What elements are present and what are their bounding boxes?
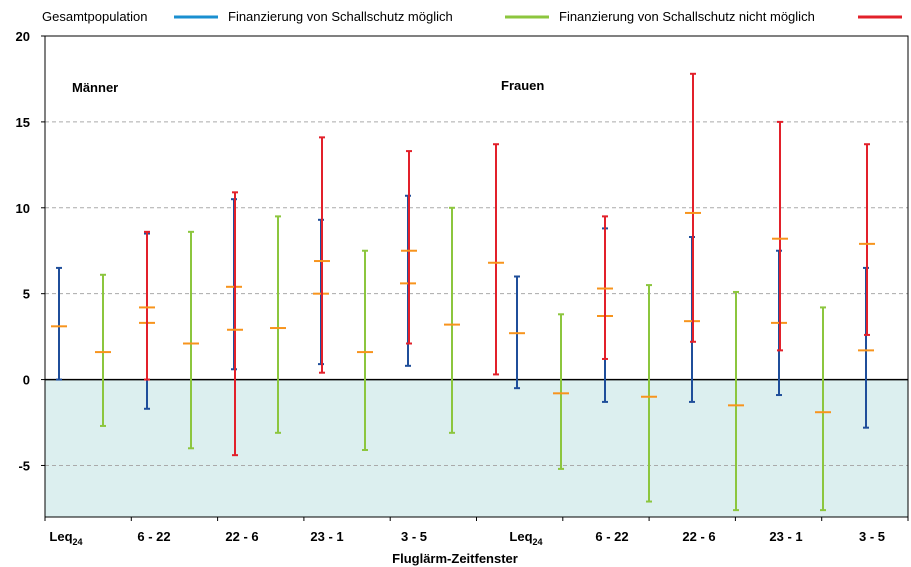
x-tick-label: 6 - 22 bbox=[137, 529, 170, 544]
negative-region-band bbox=[45, 379, 908, 517]
y-tick-label: 0 bbox=[23, 373, 30, 388]
errorbar-moeglich bbox=[553, 313, 569, 470]
group-label-men: Männer bbox=[72, 80, 118, 95]
errorbar-nicht-moeglich bbox=[772, 120, 788, 352]
x-axis-title: Fluglärm-Zeitfenster bbox=[392, 551, 518, 566]
y-axis-ticks: -5 0 5 10 15 20 bbox=[16, 29, 45, 473]
errorbar-nicht-moeglich bbox=[314, 136, 330, 374]
legend: Gesamtpopulation Finanzierung von Schall… bbox=[42, 9, 902, 24]
errorbar-nicht-moeglich bbox=[227, 191, 243, 457]
x-tick-label: 6 - 22 bbox=[595, 529, 628, 544]
errorbar-moeglich bbox=[95, 273, 111, 427]
x-tick-label: 23 - 1 bbox=[769, 529, 802, 544]
x-tick-label: Leq24 bbox=[49, 529, 82, 547]
gridlines bbox=[45, 121, 908, 466]
errorbar-gesamt bbox=[51, 266, 67, 381]
x-tick-label: 23 - 1 bbox=[310, 529, 343, 544]
legend-label-finanzierung-moeglich: Finanzierung von Schallschutz möglich bbox=[228, 9, 453, 24]
x-tick-label: 3 - 5 bbox=[401, 529, 427, 544]
errorbar-moeglich bbox=[728, 290, 744, 512]
errorbar-nicht-moeglich bbox=[488, 143, 504, 376]
y-tick-label: 20 bbox=[16, 29, 30, 44]
errorbar-moeglich bbox=[183, 230, 199, 450]
legend-label-gesamtpopulation: Gesamtpopulation bbox=[42, 9, 148, 24]
group-label-women: Frauen bbox=[501, 78, 544, 93]
x-tick-label: 22 - 6 bbox=[682, 529, 715, 544]
legend-label-finanzierung-nicht-moeglich: Finanzierung von Schallschutz nicht mögl… bbox=[559, 9, 815, 24]
errorbar-nicht-moeglich bbox=[401, 150, 417, 345]
errorbar-moeglich bbox=[641, 284, 657, 503]
y-tick-label: -5 bbox=[18, 458, 30, 473]
y-tick-label: 5 bbox=[23, 287, 30, 302]
errorbar-moeglich bbox=[444, 206, 460, 434]
x-tick-label: 22 - 6 bbox=[225, 529, 258, 544]
errorbar-nicht-moeglich bbox=[139, 230, 155, 381]
errorbar-nicht-moeglich bbox=[685, 72, 701, 343]
errorbar-nicht-moeglich bbox=[859, 143, 875, 336]
x-tick-label: Leq24 bbox=[509, 529, 542, 547]
errorbar-nicht-moeglich bbox=[597, 215, 613, 360]
errorbar-moeglich bbox=[270, 215, 286, 434]
y-tick-label: 15 bbox=[16, 115, 30, 130]
errorbar-moeglich bbox=[357, 249, 373, 452]
errorbar-gesamt bbox=[509, 275, 525, 390]
y-tick-label: 10 bbox=[16, 201, 30, 216]
x-axis-ticks: Leq24 6 - 22 22 - 6 23 - 1 3 - 5 Leq24 6 - 22 2… bbox=[44, 517, 909, 547]
errorbar-moeglich bbox=[815, 306, 831, 512]
x-tick-label: 3 - 5 bbox=[859, 529, 885, 544]
error-bars bbox=[51, 72, 875, 512]
